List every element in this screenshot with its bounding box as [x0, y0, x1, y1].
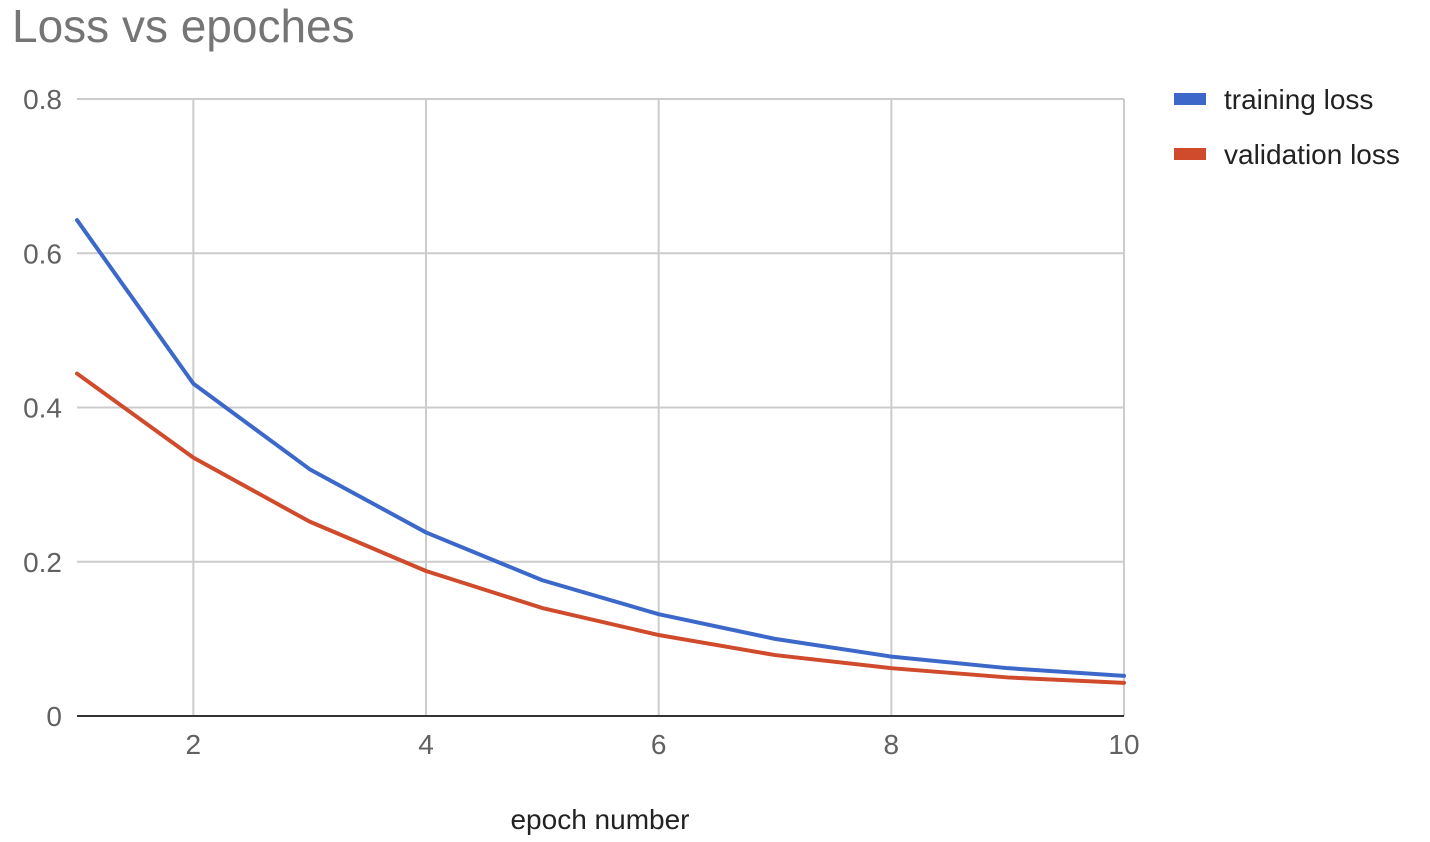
legend-swatch — [1174, 93, 1206, 105]
legend: training loss validation loss — [1174, 84, 1400, 170]
series-line-training-loss — [75, 218, 1126, 678]
x-tick-label: 2 — [186, 729, 202, 760]
chart-title: Loss vs epoches — [12, 0, 355, 52]
y-tick-label: 0.6 — [23, 238, 62, 269]
legend-label: training loss — [1224, 84, 1373, 115]
legend-label: validation loss — [1224, 139, 1400, 170]
grid — [77, 98, 1125, 716]
x-tick-label: 10 — [1108, 729, 1139, 760]
x-axis-label: epoch number — [510, 804, 689, 835]
legend-swatch — [1174, 148, 1206, 160]
x-tick-label: 8 — [884, 729, 900, 760]
x-tick-label: 4 — [418, 729, 434, 760]
x-axis-ticks: 2 4 6 8 10 — [186, 729, 1140, 760]
y-tick-label: 0 — [46, 701, 62, 732]
y-axis-ticks: 0 0.2 0.4 0.6 0.8 — [23, 84, 62, 732]
y-tick-label: 0.4 — [23, 393, 62, 424]
series-lines — [75, 218, 1126, 685]
y-tick-label: 0.8 — [23, 84, 62, 115]
y-tick-label: 0.2 — [23, 547, 62, 578]
x-tick-label: 6 — [651, 729, 667, 760]
series-line-validation-loss — [75, 371, 1126, 685]
